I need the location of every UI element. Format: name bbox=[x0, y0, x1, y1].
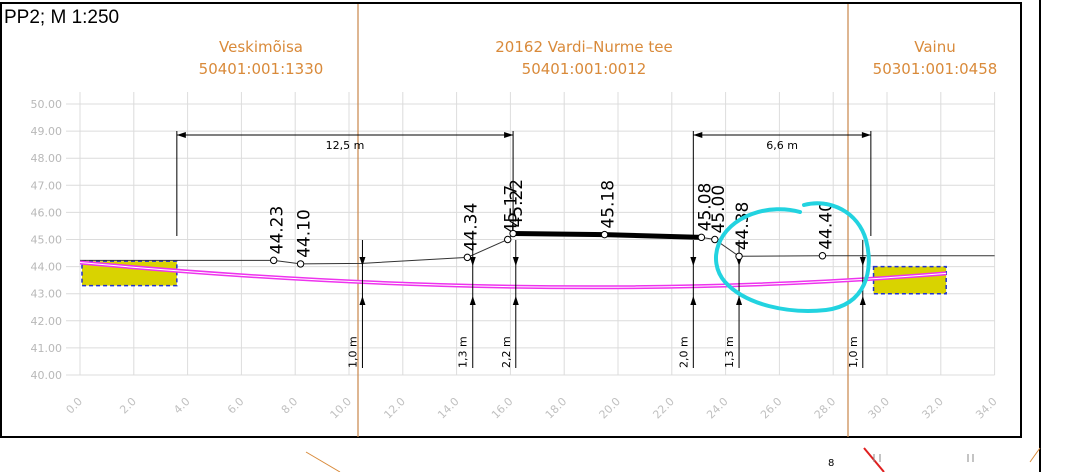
x-tick-label: 0.0 bbox=[64, 395, 86, 417]
clearance-arrow bbox=[469, 257, 476, 266]
elevation-point bbox=[296, 260, 305, 268]
clearance-arrow bbox=[690, 296, 697, 305]
clearance-arrow bbox=[512, 296, 519, 305]
clearance-arrow bbox=[512, 257, 519, 266]
elevation-point bbox=[504, 235, 512, 244]
elevation-point bbox=[269, 256, 278, 265]
dimension-label: 12,5 m bbox=[326, 139, 365, 152]
x-tick-label: 2.0 bbox=[117, 395, 139, 417]
y-tick-label: 50.00 bbox=[31, 98, 63, 111]
x-tick-label: 18.0 bbox=[543, 395, 570, 422]
x-tick-label: 6.0 bbox=[225, 395, 247, 417]
drawing-frame bbox=[0, 2, 1022, 438]
clearance-arrows: 1,0 m 1,3 m 2,2 m 2,0 m 1,3 m 1,0 m bbox=[346, 240, 866, 368]
elevation-label: 45.00 bbox=[709, 185, 729, 234]
elevation-label: 45.22 bbox=[507, 179, 527, 228]
y-tick-label: 45.00 bbox=[31, 234, 63, 247]
x-tick-label: 4.0 bbox=[171, 395, 193, 417]
dimension-arrow bbox=[504, 132, 514, 138]
elevation-label: 44.10 bbox=[295, 209, 315, 258]
dimension-arrow bbox=[861, 132, 871, 138]
fill-block-right bbox=[872, 265, 947, 295]
elevation-point bbox=[509, 229, 517, 238]
elevation-point bbox=[463, 253, 472, 262]
dimension-arrow bbox=[693, 132, 703, 138]
y-tick-label: 40.00 bbox=[31, 369, 63, 382]
y-tick-label: 43.00 bbox=[31, 288, 63, 301]
x-tick-label: 34.0 bbox=[973, 395, 1000, 422]
drawing-title: PP2; M 1:250 bbox=[4, 7, 120, 28]
x-tick-label: 26.0 bbox=[758, 395, 785, 422]
clearance-arrow bbox=[359, 296, 366, 305]
elevation-point bbox=[697, 233, 706, 242]
fill-blocks bbox=[81, 260, 947, 295]
clearance-arrow bbox=[859, 257, 866, 266]
elevation-point bbox=[711, 235, 719, 244]
clearance-label: 2,2 m bbox=[500, 336, 513, 368]
x-tick-label: 14.0 bbox=[435, 395, 462, 422]
parcel-name: Veskimõisa bbox=[219, 38, 303, 56]
dimension-arrow bbox=[176, 132, 186, 138]
y-tick-label: 42.00 bbox=[31, 315, 63, 328]
grid bbox=[66, 92, 996, 376]
x-tick-label: 16.0 bbox=[489, 395, 516, 422]
y-tick-label: 48.00 bbox=[31, 152, 63, 165]
elevation-label: 45.08 bbox=[695, 183, 715, 232]
parcel-boundaries bbox=[357, 4, 849, 437]
parcel-name: Vainu bbox=[914, 38, 955, 56]
y-tick-label: 46.00 bbox=[31, 206, 63, 219]
elevation-point bbox=[818, 252, 827, 260]
x-tick-label: 28.0 bbox=[812, 395, 839, 422]
pipe-profile bbox=[79, 260, 947, 290]
elevation-point bbox=[600, 230, 609, 239]
x-tick-label: 12.0 bbox=[381, 395, 408, 422]
clearance-arrow bbox=[859, 296, 866, 305]
x-tick-label: 20.0 bbox=[597, 395, 624, 422]
bottom-mark: 8 bbox=[828, 458, 834, 469]
y-tick-label: 49.00 bbox=[31, 125, 63, 138]
parcel-code: 50301:001:0458 bbox=[873, 60, 998, 78]
stray-line bbox=[1029, 447, 1041, 463]
parcel-name: 20162 Vardi–Nurme tee bbox=[495, 38, 672, 56]
clearance-arrow bbox=[469, 296, 476, 305]
clearance-arrow bbox=[736, 296, 743, 305]
x-tick-label: 30.0 bbox=[866, 395, 893, 422]
pipe-line-inner bbox=[79, 262, 947, 288]
elevation-label: 44.38 bbox=[733, 202, 753, 251]
elevation-label: 44.40 bbox=[816, 201, 836, 250]
elevation-label: 44.34 bbox=[461, 203, 481, 252]
elevation-point bbox=[735, 252, 743, 261]
clearance-label: 1,0 m bbox=[346, 336, 359, 368]
y-tick-label: 47.00 bbox=[31, 179, 63, 192]
dimension-lines: 12,5 m 6,6 m bbox=[176, 131, 872, 236]
stray-line bbox=[305, 451, 341, 473]
x-tick-label: 22.0 bbox=[650, 395, 677, 422]
clearance-label: 2,0 m bbox=[677, 336, 690, 368]
y-tick-label: 44.00 bbox=[31, 261, 63, 274]
clearance-label: 1,3 m bbox=[457, 336, 470, 368]
clearance-arrow bbox=[690, 257, 697, 266]
x-tick-label: 32.0 bbox=[919, 395, 946, 422]
dimension-label: 6,6 m bbox=[766, 139, 798, 152]
x-tick-label: 10.0 bbox=[328, 395, 355, 422]
clearance-arrow bbox=[359, 257, 366, 266]
parcel-code: 50401:001:1330 bbox=[199, 60, 324, 78]
parcel-code: 50401:001:0012 bbox=[522, 60, 647, 78]
clearance-label: 1,3 m bbox=[723, 336, 736, 368]
ground-line bbox=[80, 231, 995, 265]
elevation-label: 44.23 bbox=[268, 206, 288, 255]
x-tick-label: 24.0 bbox=[704, 395, 731, 422]
x-tick-label: 8.0 bbox=[279, 395, 301, 417]
elevation-label: 45.17 bbox=[502, 185, 522, 234]
y-tick-label: 41.00 bbox=[31, 342, 63, 355]
elevation-label: 45.18 bbox=[599, 180, 619, 229]
clearance-label: 1,0 m bbox=[847, 336, 860, 368]
annotation-circle bbox=[714, 201, 871, 313]
